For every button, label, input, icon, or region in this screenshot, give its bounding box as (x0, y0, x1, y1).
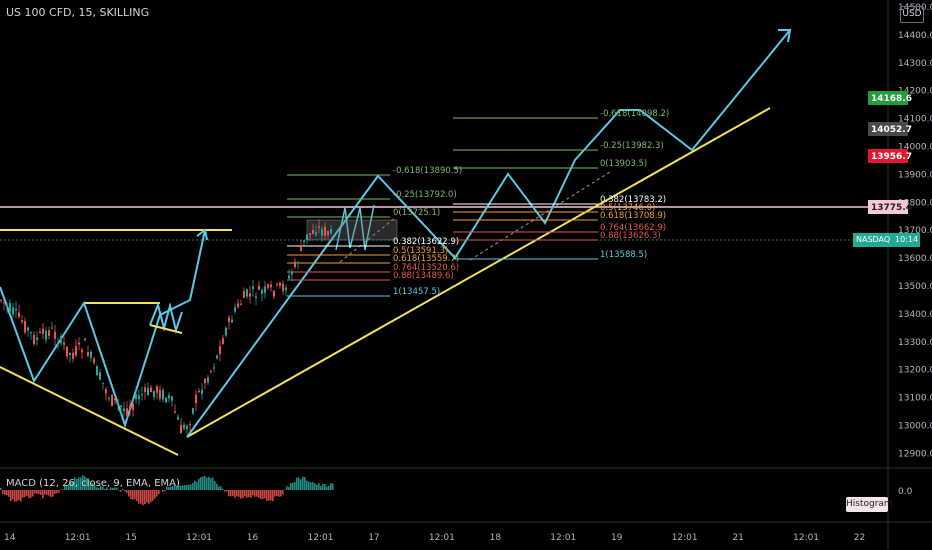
flag-lower (149, 324, 183, 334)
price-tag (868, 91, 908, 105)
price-tick-label: 13000.0 (898, 422, 932, 432)
fib-level-label: 0.88(13489.6) (393, 271, 454, 281)
fib-level-label: 0.764(13662.9) (600, 223, 666, 233)
time-tick-label: 18 (490, 533, 502, 543)
price-tick-label: 13500.0 (898, 282, 932, 292)
fib-level-label: -0.618(13890.5) (393, 166, 462, 176)
price-tick-label: 14500.0 (898, 3, 932, 13)
time-tick-label: 19 (611, 533, 623, 543)
time-axis[interactable]: 14 12:01 15 12:01 16 12:01 17 12:01 18 12:01 19 12:… (4, 533, 865, 543)
macd-zero-label: 0.0 (898, 487, 913, 497)
small-arrows (335, 204, 375, 251)
fib-level-label: 0.5(13591.3) (393, 246, 448, 256)
arrow-head-left (196, 228, 208, 241)
price-tick-label: 14400.0 (898, 31, 932, 41)
time-tick-label: 12:01 (186, 533, 212, 543)
nasdaq-badge: NASDAQ (853, 233, 894, 247)
time-tick-label: 22 (854, 533, 865, 543)
fib-level-label: 0.382(13622.9) (393, 237, 459, 247)
price-tick-label: 14200.0 (898, 87, 932, 97)
time-tick-label: 12:01 (429, 533, 455, 543)
price-tags: 14168.6 14052.7 13956.7 13775.4 (868, 91, 912, 214)
consolidation-box (306, 219, 398, 241)
fib-level-label: 0(13903.5) (600, 159, 647, 169)
fib-retracement-2[interactable]: -0.618(14098.2) -0.25(13982.3) 0(13903.5) 0… (453, 109, 669, 260)
histogram-button[interactable]: Histogram (846, 497, 893, 512)
price-tick-label: 14300.0 (898, 59, 932, 69)
fib-level-label: 0.382(13783.2) (600, 195, 666, 205)
fib-level-label: -0.25(13982.3) (600, 141, 664, 151)
fib-level-label: -0.25(13792.0) (393, 190, 457, 200)
fib-level-label: -0.618(14098.2) (600, 109, 669, 119)
price-tick-label: 13300.0 (898, 338, 932, 348)
fib-level-label: 1(13457.5) (393, 287, 440, 297)
fib-level-label: 0.618(13708.9) (600, 211, 666, 221)
candlestick-series (0, 219, 332, 434)
trendline-main[interactable] (186, 107, 771, 438)
price-tick-label: 13700.0 (898, 226, 932, 236)
time-tick-label: 12:01 (672, 533, 698, 543)
time-tick-label: 17 (368, 533, 379, 543)
price-tag-label: 14052.7 (871, 125, 912, 135)
trendline-lower[interactable] (0, 366, 179, 456)
arrow-head-main (778, 29, 792, 43)
fib-retracement-1[interactable]: -0.618(13890.5) -0.25(13792.0) 0(13725.1) 0… (287, 166, 462, 297)
price-tag-label: 14168.6 (871, 94, 912, 104)
time-tick-label: 12:01 (308, 533, 334, 543)
price-tick-label: 13100.0 (898, 394, 932, 404)
nasdaq-time-badge: 10:14 (893, 233, 921, 247)
currency-button[interactable]: USD (900, 6, 924, 23)
fib-level-label: 0.88(13626.3) (600, 231, 661, 241)
macd-histogram (0, 475, 334, 506)
price-tick-label: 13600.0 (898, 254, 932, 264)
price-tick-label: 13400.0 (898, 310, 932, 320)
time-tick-label: 16 (247, 533, 259, 543)
price-tag (868, 200, 908, 214)
price-tick-label: 14000.0 (898, 143, 932, 153)
fib-level-label: 0.618(13559.7) (393, 254, 459, 264)
time-tick-label: 21 (732, 533, 743, 543)
price-tag-label: 13775.4 (871, 203, 912, 213)
projection-path-main[interactable] (186, 29, 791, 438)
fib-level-label: 0.764(13520.6) (393, 263, 459, 273)
time-tick-label: 12:01 (65, 533, 91, 543)
price-tag (868, 122, 908, 136)
price-tick-label: 13200.0 (898, 366, 932, 376)
price-tick-label: 13800.0 (898, 198, 932, 208)
projection-flag[interactable] (149, 301, 183, 334)
symbol-title[interactable]: US 100 CFD, 15, SKILLING (6, 6, 150, 19)
time-tick-label: 12:01 (550, 533, 576, 543)
fib-level-label: 0(13725.1) (393, 208, 440, 218)
fib-level-label: 1(13588.5) (600, 250, 647, 260)
price-tag-label: 13956.7 (871, 152, 912, 162)
time-tick-label: 14 (4, 533, 16, 543)
price-tag (868, 149, 908, 163)
time-tick-label: 12:01 (793, 533, 819, 543)
time-tick-label: 15 (125, 533, 136, 543)
fib-level-label: 0.5(13746.0) (600, 203, 655, 213)
projection-path-left[interactable] (0, 229, 206, 429)
price-axis[interactable]: 14500.0 14400.0 14300.0 14200.0 14100.0 14000… (898, 3, 932, 497)
price-tick-label: 14100.0 (898, 115, 932, 125)
macd-indicator-label[interactable]: MACD (12, 26, close, 9, EMA, EMA) (6, 478, 180, 489)
price-tick-label: 12900.0 (898, 449, 932, 459)
price-tick-label: 13900.0 (898, 170, 932, 180)
